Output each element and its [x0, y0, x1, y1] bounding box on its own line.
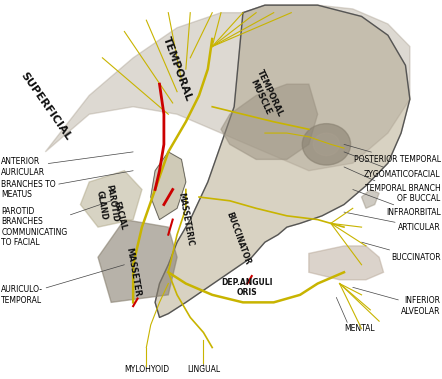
- Polygon shape: [98, 219, 177, 302]
- Text: LINGUAL: LINGUAL: [187, 365, 220, 374]
- Text: ANTERIOR
AURICULAR: ANTERIOR AURICULAR: [1, 152, 133, 177]
- Text: TEMPORAL BRANCH
OF BUCCAL: TEMPORAL BRANCH OF BUCCAL: [344, 167, 441, 203]
- Text: AURICULO-
TEMPORAL: AURICULO- TEMPORAL: [1, 265, 124, 305]
- Text: ZYGOMATICOFACIAL: ZYGOMATICOFACIAL: [344, 152, 441, 179]
- Polygon shape: [309, 246, 384, 280]
- Text: TEMPORAL
MUSCLE: TEMPORAL MUSCLE: [245, 68, 285, 123]
- Text: INFERIOR
ALVEOLAR: INFERIOR ALVEOLAR: [353, 287, 441, 316]
- Text: PAROTID
GLAND: PAROTID GLAND: [94, 184, 120, 225]
- Text: BRANCHES TO
MEATUS: BRANCHES TO MEATUS: [1, 171, 133, 199]
- Text: BUCCINATOR: BUCCINATOR: [362, 242, 441, 262]
- Text: TEMPORAL: TEMPORAL: [161, 36, 194, 103]
- Circle shape: [313, 133, 339, 156]
- Text: POSTERIOR TEMPORAL: POSTERIOR TEMPORAL: [344, 144, 441, 164]
- Text: MYLOHYOID: MYLOHYOID: [124, 365, 169, 374]
- Polygon shape: [362, 190, 379, 208]
- Text: MENTAL: MENTAL: [344, 324, 375, 333]
- Text: FACIAL: FACIAL: [112, 200, 128, 231]
- Text: MASSETERIC: MASSETERIC: [177, 192, 195, 247]
- Circle shape: [302, 124, 351, 165]
- Text: BUCCINATOR: BUCCINATOR: [225, 211, 252, 266]
- Text: SUPERFICIAL: SUPERFICIAL: [18, 71, 72, 143]
- Text: INFRAORBITAL: INFRAORBITAL: [353, 190, 441, 216]
- Text: PAROTID
BRANCHES
COMMUNICATING
TO FACIAL: PAROTID BRANCHES COMMUNICATING TO FACIAL: [1, 201, 111, 247]
- Polygon shape: [151, 152, 186, 219]
- Polygon shape: [46, 5, 410, 171]
- Text: ARTICULAR: ARTICULAR: [344, 212, 441, 232]
- Polygon shape: [80, 171, 142, 227]
- Text: MASSETER: MASSETER: [124, 247, 142, 298]
- Polygon shape: [155, 5, 410, 318]
- Text: DEP.ANGULI
ORIS: DEP.ANGULI ORIS: [221, 278, 273, 297]
- Polygon shape: [221, 84, 318, 160]
